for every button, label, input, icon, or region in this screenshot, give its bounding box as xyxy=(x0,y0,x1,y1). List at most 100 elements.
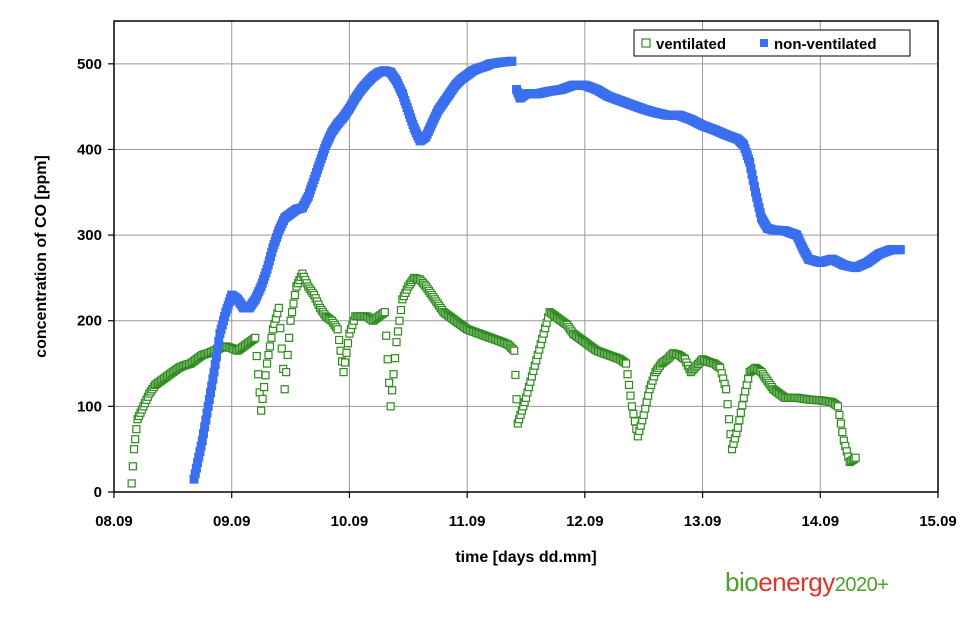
y-tick-label: 500 xyxy=(77,56,102,73)
series-layer xyxy=(127,56,905,488)
non-ventilated-point xyxy=(201,415,211,425)
ventilated-point xyxy=(264,350,273,360)
ventilated-point xyxy=(252,351,261,361)
bioenergy-logo: bioenergy2020+ xyxy=(725,567,889,598)
x-tick-label: 11.09 xyxy=(449,513,486,530)
ventilated-point xyxy=(262,359,272,368)
ventilated-point xyxy=(724,415,734,424)
non-ventilated-point xyxy=(200,422,210,432)
ventilated-point xyxy=(286,316,295,325)
non-ventilated-point xyxy=(746,163,756,173)
ventilated-point xyxy=(835,410,844,420)
ventilated-point xyxy=(395,316,404,325)
non-ventilated-point xyxy=(213,344,223,354)
non-ventilated-point xyxy=(195,447,205,457)
non-ventilated-point xyxy=(197,436,207,446)
ventilated-point xyxy=(290,290,300,300)
ventilated-point xyxy=(629,409,638,418)
non-ventilated-point xyxy=(202,408,212,418)
ventilated-point xyxy=(836,419,845,428)
ventilated-point xyxy=(511,370,520,380)
ventilated-point xyxy=(735,416,744,425)
x-tick-label: 12.09 xyxy=(566,513,604,530)
ventilated-point xyxy=(833,402,843,411)
ventilated-point xyxy=(280,385,289,394)
ventilated-point xyxy=(276,324,285,333)
ventilated-point xyxy=(342,348,351,357)
legend-marker-ventilated xyxy=(641,38,651,48)
ventilated-point xyxy=(386,402,395,411)
non-ventilated-point xyxy=(203,401,213,411)
non-ventilated-point xyxy=(749,181,759,191)
ventilated-point xyxy=(287,308,297,317)
axis-ticks: 08.09 09.09 10.09 11.09 12.09 13.09 14.09 15.09… xyxy=(77,56,957,530)
series-ventilated xyxy=(127,269,860,488)
non-ventilated-point xyxy=(752,192,762,202)
ventilated-point xyxy=(623,370,632,379)
non-ventilated-point xyxy=(507,56,517,66)
ventilated-point xyxy=(512,395,521,404)
logo-part-bio: bio xyxy=(725,567,759,597)
non-ventilated-point xyxy=(191,463,201,473)
non-ventilated-point xyxy=(206,388,216,398)
ventilated-point xyxy=(251,333,260,342)
non-ventilated-point xyxy=(207,381,217,391)
non-ventilated-point xyxy=(189,474,199,484)
logo-part-year: 2020+ xyxy=(834,574,889,596)
ventilated-point xyxy=(258,394,267,403)
non-ventilated-point xyxy=(748,175,758,185)
plot-frame xyxy=(113,20,939,493)
non-ventilated-point xyxy=(208,374,218,384)
legend-box xyxy=(633,29,911,57)
ventilated-point xyxy=(396,305,406,315)
ventilated-point xyxy=(385,378,394,387)
non-ventilated-point xyxy=(211,352,221,362)
non-ventilated-point xyxy=(194,452,204,462)
y-tick-label: 300 xyxy=(77,227,102,244)
ventilated-point xyxy=(129,445,139,454)
ventilated-point xyxy=(380,308,389,317)
ventilated-point xyxy=(393,327,403,336)
ventilated-point xyxy=(838,427,847,437)
non-ventilated-point xyxy=(198,429,208,439)
ventilated-point xyxy=(851,453,860,462)
ventilated-point xyxy=(333,325,342,334)
x-tick-label: 09.09 xyxy=(213,513,251,530)
y-tick-label: 100 xyxy=(77,398,102,415)
series-non-ventilated xyxy=(189,56,905,484)
y-tick-label: 200 xyxy=(77,313,102,330)
ventilated-point xyxy=(340,358,350,367)
legend-label-non-ventilated: non-ventilated xyxy=(774,36,877,53)
ventilated-point xyxy=(339,368,348,377)
x-tick-label: 14.09 xyxy=(802,513,840,530)
ventilated-point xyxy=(510,346,519,355)
ventilated-point xyxy=(723,400,732,409)
non-ventilated-point xyxy=(745,157,755,167)
non-ventilated-point xyxy=(754,203,764,213)
ventilated-point xyxy=(277,344,286,353)
legend-marker-non-ventilated xyxy=(760,39,768,47)
ventilated-point xyxy=(283,350,292,360)
non-ventilated-point xyxy=(214,336,224,346)
ventilated-point xyxy=(131,435,140,444)
ventilated-point xyxy=(626,391,635,400)
non-ventilated-point xyxy=(190,469,200,479)
non-ventilated-point xyxy=(755,208,765,218)
ventilated-point xyxy=(343,339,353,348)
non-ventilated-point xyxy=(210,359,220,369)
y-tick-label: 0 xyxy=(94,484,102,501)
ventilated-point xyxy=(254,370,263,379)
ventilated-point xyxy=(389,370,398,379)
non-ventilated-point xyxy=(204,395,214,405)
legend-label-ventilated: ventilated xyxy=(656,36,726,53)
ventilated-point xyxy=(274,303,283,312)
ventilated-point xyxy=(127,479,136,488)
y-axis-title: concentration of CO [ppm] xyxy=(33,155,50,358)
non-ventilated-point xyxy=(196,441,206,451)
ventilated-point xyxy=(621,359,631,368)
ventilated-point xyxy=(285,333,294,342)
x-tick-label: 13.09 xyxy=(684,513,722,530)
ventilated-point xyxy=(282,368,291,377)
ventilated-point xyxy=(261,371,270,380)
